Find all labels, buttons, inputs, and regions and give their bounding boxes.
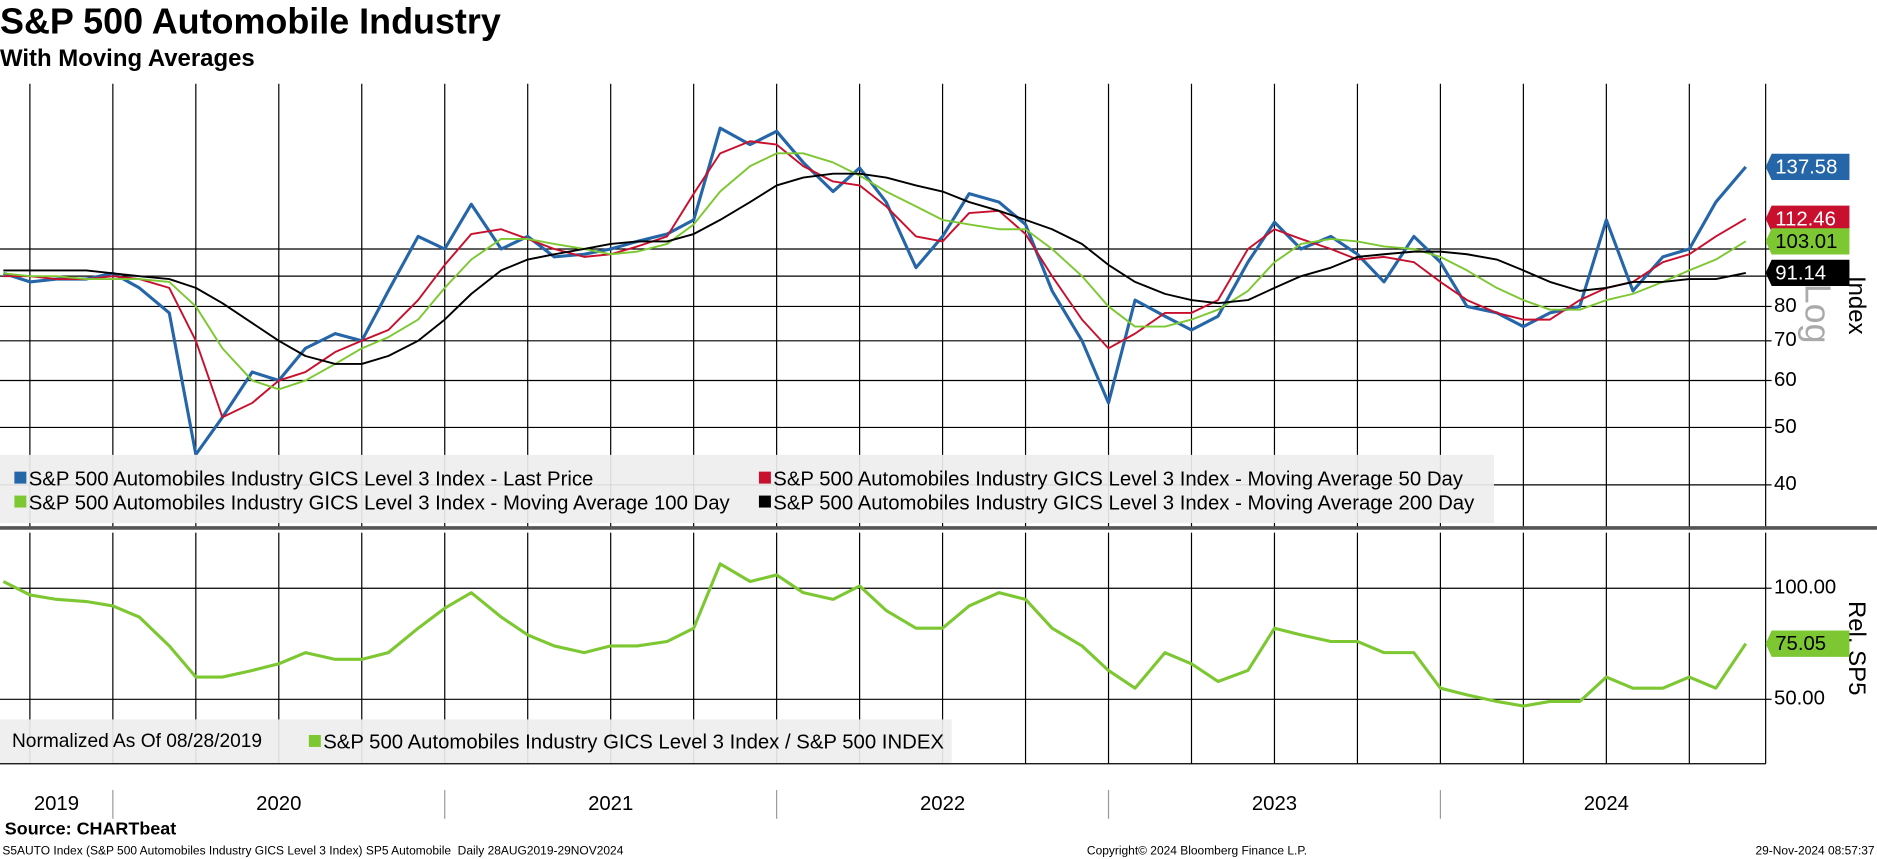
x-tick-label: 2023: [1252, 793, 1297, 815]
y-tick-label: 50.00: [1774, 688, 1825, 710]
legend-box: [0, 454, 1494, 524]
x-tick-label: 2022: [920, 793, 965, 815]
series-line: [3, 172, 1746, 365]
last-value-label: 103.01: [1775, 231, 1837, 253]
source: Source: CHARTbeat: [5, 818, 176, 838]
log-label: Log: [1797, 284, 1838, 344]
last-value-label: 91.14: [1775, 262, 1826, 284]
legend-swatch: [758, 495, 771, 508]
legend-box: [0, 719, 952, 764]
chart-title: S&P 500 Automobile Industry: [0, 0, 501, 41]
y-tick-label: 80: [1774, 295, 1797, 317]
last-value-box: [1765, 205, 1850, 232]
last-value-label: 75.05: [1775, 633, 1826, 655]
series-line: [2, 126, 1747, 457]
x-tick-label: 2019: [34, 793, 79, 815]
chart-subtitle: With Moving Averages: [0, 45, 255, 72]
timestamp: 29-Nov-2024 08:57:37: [1755, 843, 1874, 857]
last-value-label: 137.58: [1775, 156, 1837, 178]
last-value-box: [1765, 259, 1850, 287]
legend-label: S&P 500 Automobiles Industry GICS Level …: [29, 468, 594, 490]
y-tick-label: 100.00: [1774, 577, 1836, 599]
x-tick-label: 2024: [1584, 793, 1629, 815]
legend-swatch: [14, 471, 27, 484]
series-line: [2, 562, 1748, 708]
legend-label: S&P 500 Automobiles Industry GICS Level …: [323, 732, 944, 754]
y-tick-label: 40: [1774, 473, 1797, 495]
copyright: Copyright© 2024 Bloomberg Finance L.P.: [1087, 843, 1307, 857]
legend-swatch: [758, 471, 771, 484]
last-value-box: [1765, 228, 1850, 255]
last-value-label: 112.46: [1775, 208, 1836, 230]
legend-label: S&P 500 Automobiles Industry GICS Level …: [29, 492, 731, 514]
y-tick-label: 70: [1774, 329, 1797, 351]
series-line: [3, 140, 1747, 419]
legend-note: Normalized As Of 08/28/2019: [12, 731, 262, 752]
legend-swatch: [14, 495, 27, 508]
x-tick-label: 2020: [256, 793, 301, 815]
description: S5AUTO Index (S&P 500 Automobiles Indust…: [2, 843, 623, 857]
y-tick-label: 60: [1774, 369, 1797, 391]
legend-swatch: [308, 734, 321, 747]
series-line: [3, 152, 1747, 391]
last-value-box: [1765, 153, 1850, 181]
last-value-box: [1765, 630, 1850, 657]
y-tick-label: 50: [1774, 416, 1797, 438]
legend-label: S&P 500 Automobiles Industry GICS Level …: [773, 468, 1464, 490]
legend-label: S&P 500 Automobiles Industry GICS Level …: [773, 492, 1475, 514]
x-tick-label: 2021: [588, 793, 633, 815]
